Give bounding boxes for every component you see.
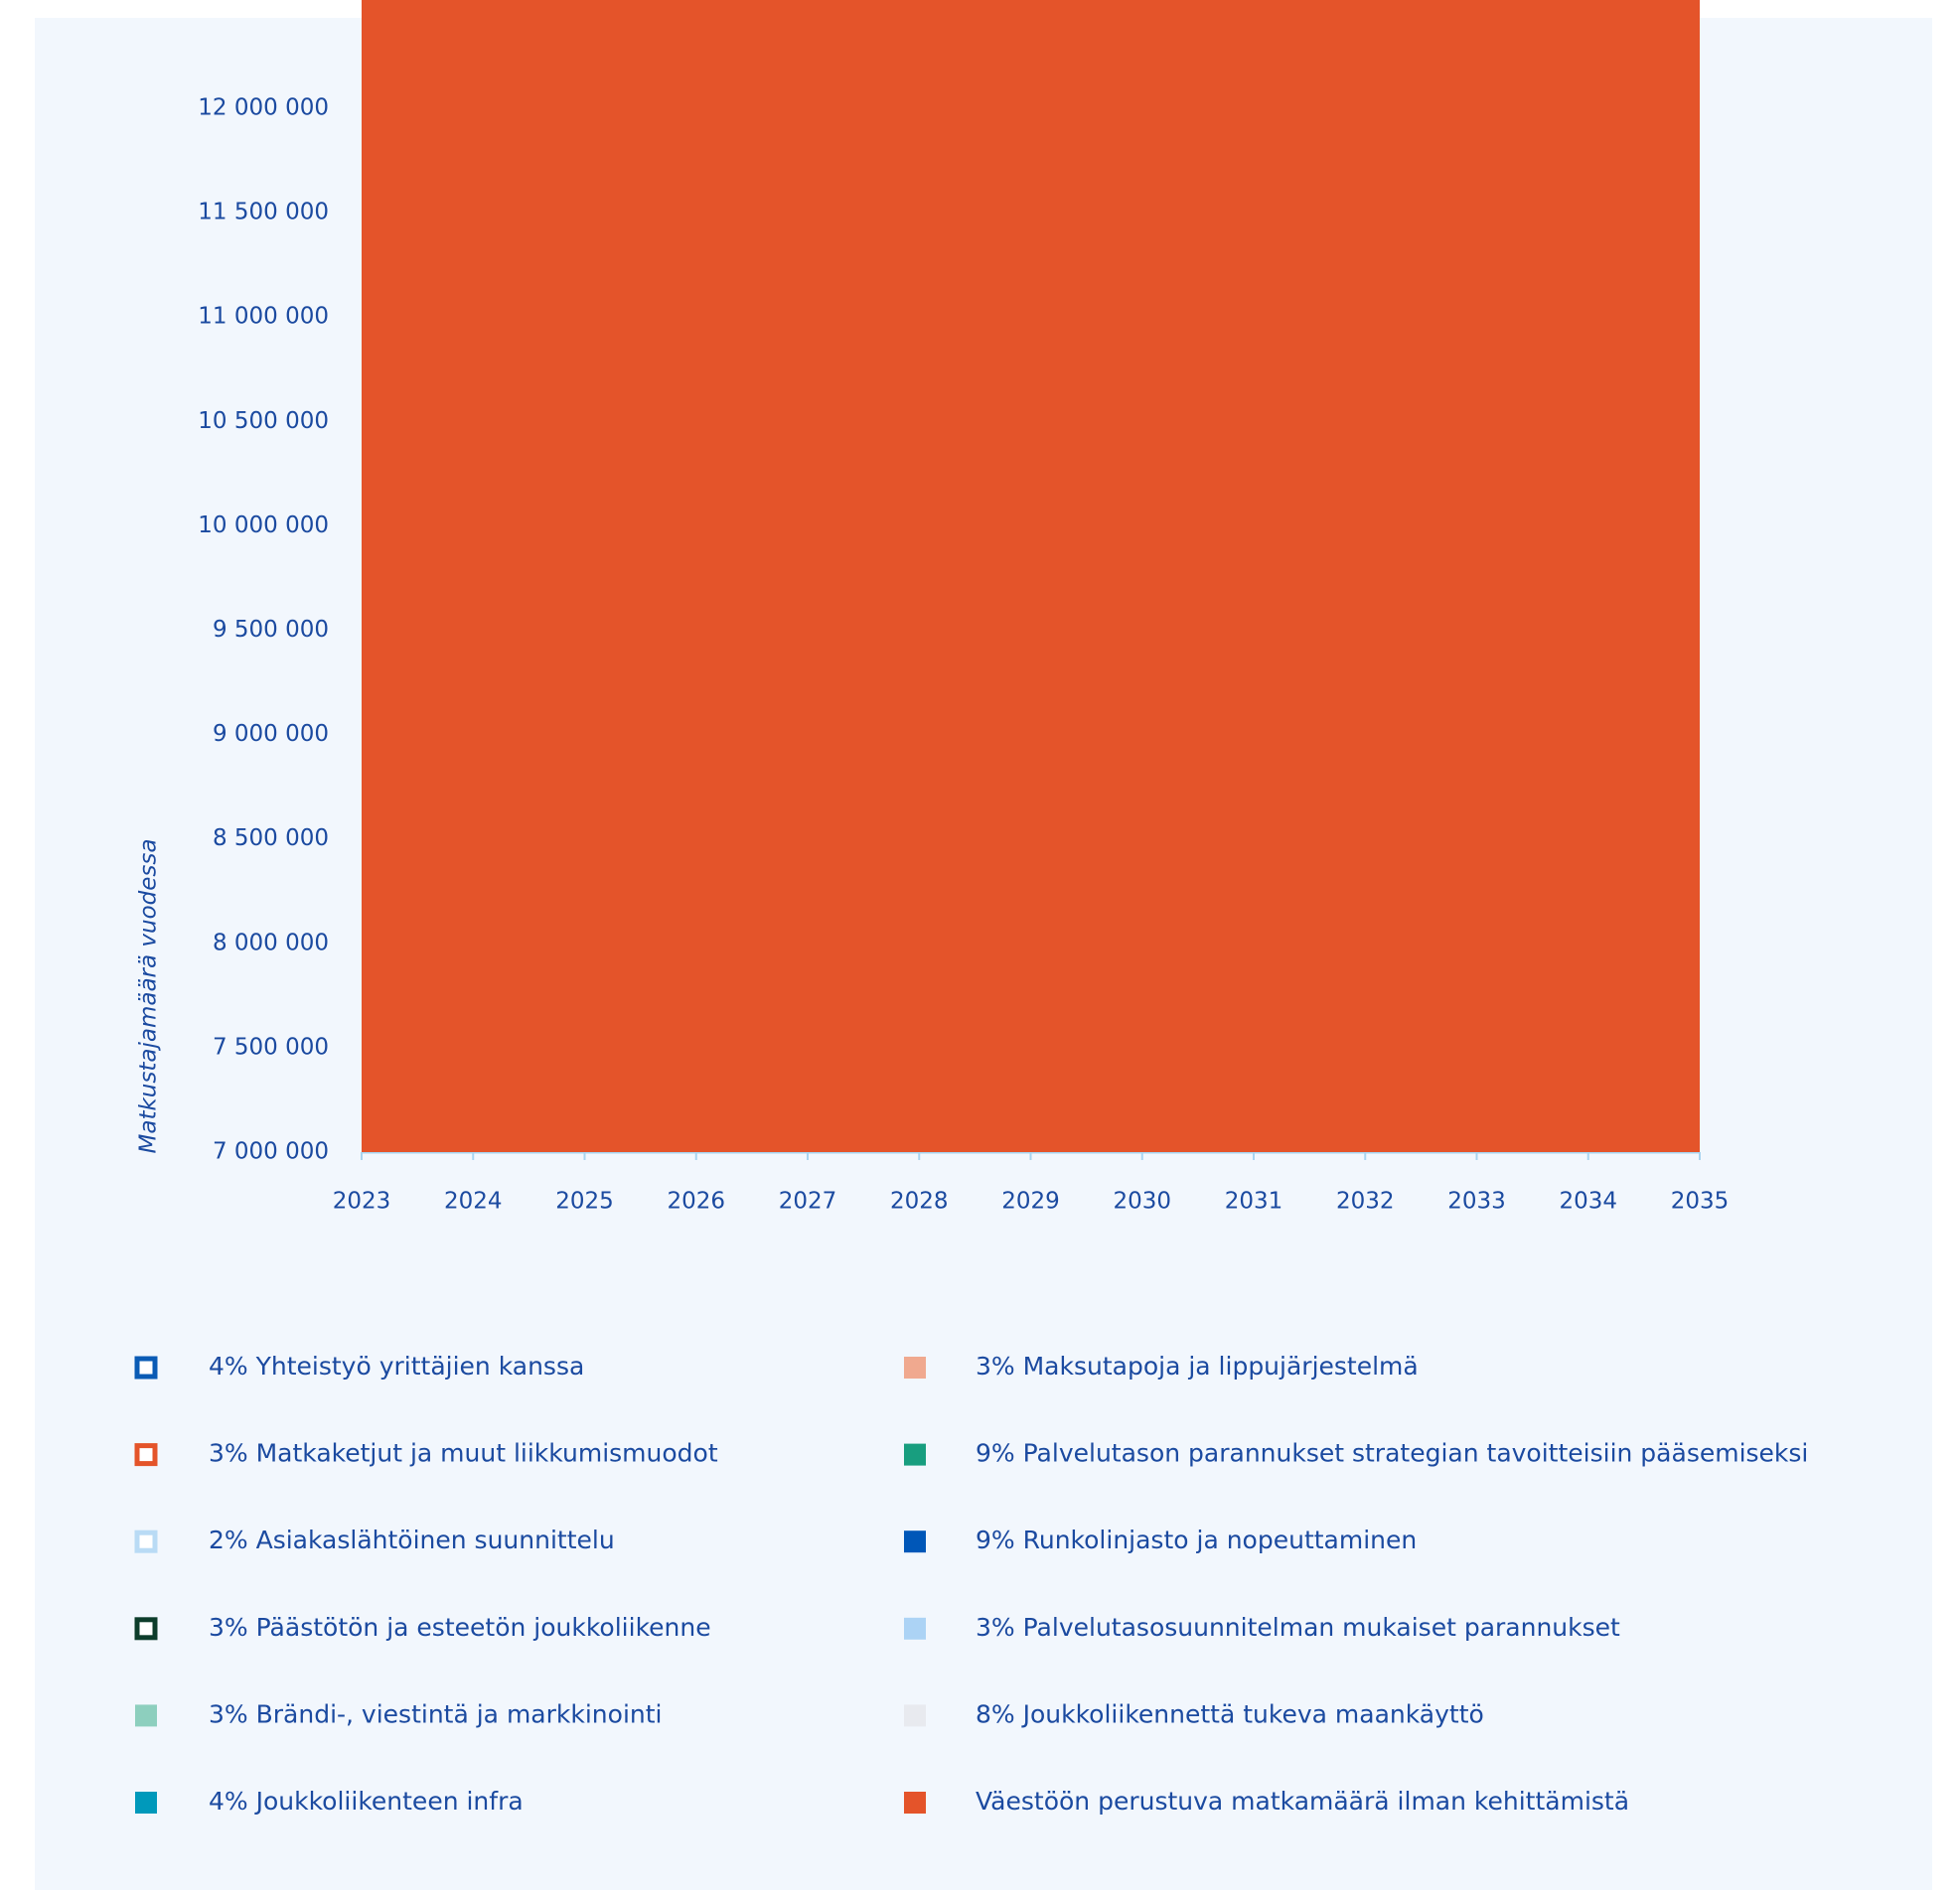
y-tick-label: 9 500 000: [213, 617, 329, 643]
legend-label: 9% Palvelutason parannukset strategian t…: [976, 1439, 1808, 1468]
y-tick-label: 12 000 000: [198, 95, 329, 121]
legend-label: 8% Joukkoliikennettä tukeva maankäyttö: [976, 1699, 1484, 1728]
y-tick-label: 10 500 000: [198, 408, 329, 434]
y-tick-label: 8 000 000: [213, 930, 329, 955]
y-tick-label: 7 000 000: [213, 1139, 329, 1165]
x-tick-label: 2035: [1671, 1189, 1730, 1215]
x-tick-label: 2030: [1113, 1189, 1171, 1215]
legend-label: 4% Joukkoliikenteen infra: [209, 1787, 524, 1816]
legend-marker: [134, 1617, 158, 1641]
y-tick-label: 10 000 000: [198, 512, 329, 538]
legend-label: 3% Maksutapoja ja lippujärjestelmä: [976, 1352, 1419, 1381]
x-tick-label: 2026: [667, 1189, 725, 1215]
legend-label: 3% Brändi-, viestintä ja markkinointi: [209, 1699, 662, 1728]
legend-marker: [135, 1704, 157, 1727]
legend-label: 2% Asiakaslähtöinen suunnittelu: [209, 1526, 615, 1554]
legend-label: 3% Matkaketjut ja muut liikkumismuodot: [209, 1439, 718, 1468]
legend-marker: [904, 1617, 926, 1640]
y-tick-label: 11 500 000: [198, 200, 329, 225]
legend-marker: [904, 1530, 926, 1553]
y-tick-label: 7 500 000: [213, 1034, 329, 1060]
legend-marker: [904, 1704, 926, 1727]
legend-marker: [134, 1530, 158, 1553]
x-tick-label: 2033: [1447, 1189, 1506, 1215]
areas: [362, 0, 1700, 1152]
legend-marker: [135, 1792, 157, 1814]
x-tick-label: 2025: [555, 1189, 614, 1215]
x-tick-label: 2027: [779, 1189, 837, 1215]
legend-label: 3% Päästötön ja esteetön joukkoliikenne: [209, 1613, 711, 1642]
y-tick-label: 9 000 000: [213, 721, 329, 747]
x-tick-label: 2032: [1336, 1189, 1395, 1215]
x-tick-label: 2029: [1001, 1189, 1060, 1215]
y-axis-label: Matkustajamäärä vuodessa: [136, 839, 162, 1154]
x-tick-label: 2031: [1225, 1189, 1283, 1215]
area: [362, 0, 1700, 1152]
y-tick-label: 8 500 000: [213, 825, 329, 851]
x-tick-label: 2034: [1559, 1189, 1617, 1215]
legend-label: 9% Runkolinjasto ja nopeuttaminen: [976, 1526, 1417, 1554]
legend-marker: [904, 1443, 926, 1466]
x-tick-label: 2024: [444, 1189, 503, 1215]
legend-label: Väestöön perustuva matkamäärä ilman kehi…: [976, 1787, 1629, 1816]
legend-marker: [134, 1356, 158, 1380]
x-tick-label: 2028: [890, 1189, 949, 1215]
labels: 7 000 000 7 500 000 8 000 000 8 500 000 9 00…: [134, 95, 1808, 1816]
legend-marker: [904, 1357, 926, 1379]
legend-marker: [904, 1792, 926, 1814]
legend-label: 3% Palvelutasosuunnitelman mukaiset para…: [976, 1613, 1620, 1642]
x-tick-label: 2023: [333, 1189, 391, 1215]
legend-label: 4% Yhteistyö yrittäjien kanssa: [209, 1352, 584, 1381]
y-tick-label: 11 000 000: [198, 304, 329, 330]
legend-marker: [134, 1443, 158, 1467]
